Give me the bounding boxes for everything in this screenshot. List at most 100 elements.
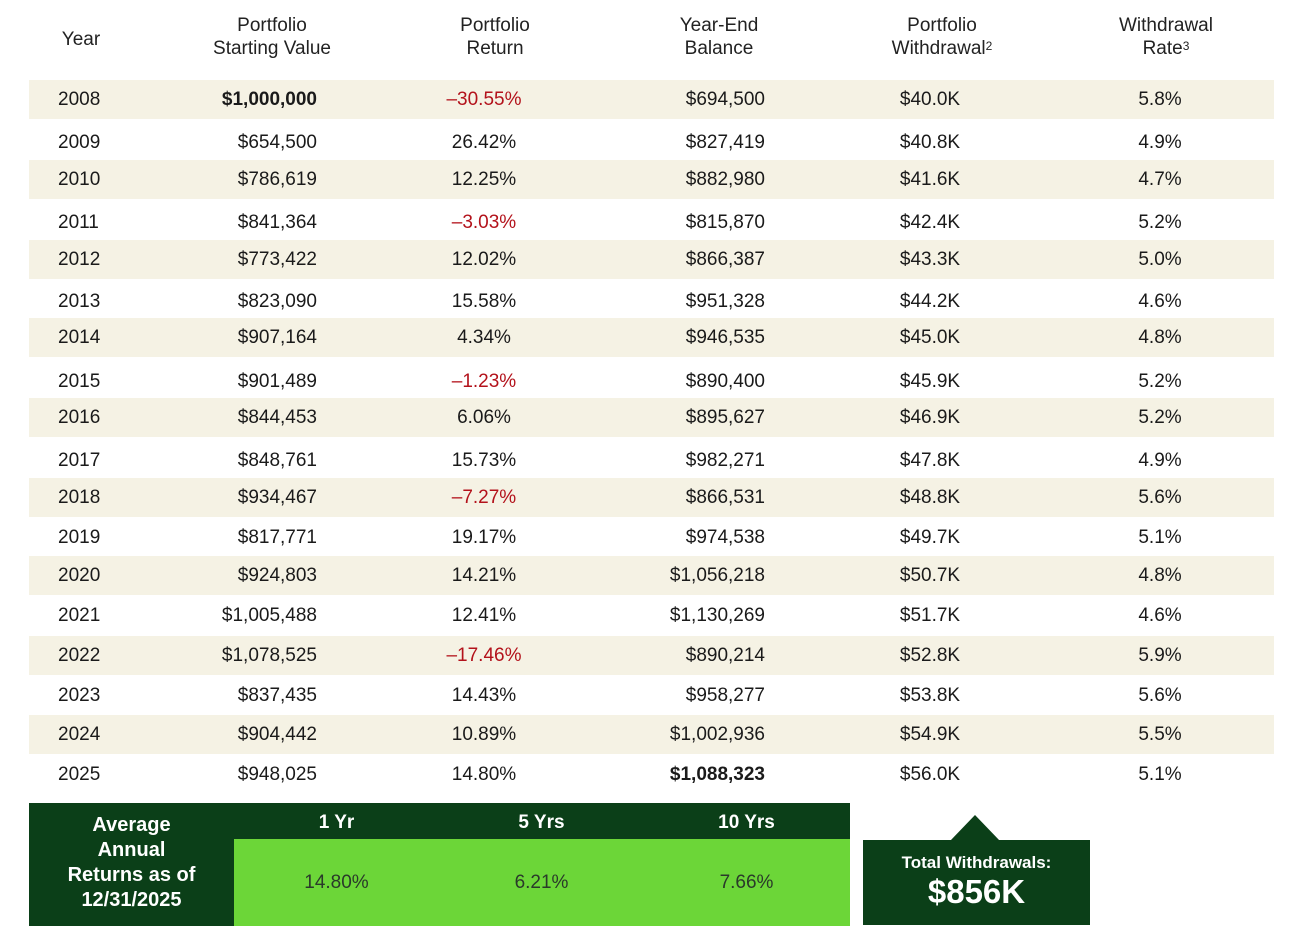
- cell-starting-value: $823,090: [237, 291, 317, 312]
- cell-portfolio-return: 4.34%: [457, 327, 511, 348]
- cell-year-end-balance: $974,538: [685, 527, 765, 548]
- cell-portfolio-return: 14.80%: [451, 764, 517, 785]
- cell-year: 2023: [58, 685, 101, 706]
- cell-withdrawal-rate: 5.1%: [1138, 527, 1182, 548]
- table-row: 2020 $924,803 14.21% $1,056,218 $50.7K 4.8%: [29, 556, 1274, 595]
- cell-year: 2024: [58, 724, 101, 745]
- cell-portfolio-withdrawal: $52.8K: [899, 645, 961, 666]
- cell-year-end-balance: $827,419: [685, 132, 765, 153]
- cell-year: 2012: [58, 249, 101, 270]
- cell-withdrawal-rate: 4.7%: [1138, 169, 1182, 190]
- cell-portfolio-return: 14.21%: [451, 565, 517, 586]
- total-withdrawals-value: $856K: [927, 873, 1026, 910]
- header-starting-value-line1: Portfolio: [237, 15, 307, 36]
- table-row: 2018 $934,467 –7.27% $866,531 $48.8K 5.6%: [29, 478, 1274, 517]
- cell-withdrawal-rate: 5.2%: [1138, 371, 1182, 392]
- avg-return-10yrs: 7.66%: [719, 872, 774, 893]
- cell-withdrawal-rate: 4.8%: [1138, 327, 1182, 348]
- header-portfolio-withdrawal-line1: Portfolio: [907, 15, 977, 36]
- header-withdrawal-rate: Withdrawal Rate3: [1086, 14, 1246, 60]
- avg-return-5yrs: 6.21%: [514, 872, 569, 893]
- header-portfolio-return-line1: Portfolio: [460, 15, 530, 36]
- header-withdrawal-rate-line2: Rate3: [1086, 37, 1246, 60]
- table-row: 2024 $904,442 10.89% $1,002,936 $54.9K 5.5%: [29, 715, 1274, 754]
- cell-year: 2021: [58, 605, 101, 626]
- average-returns-values: 14.80% 6.21% 7.66%: [234, 839, 850, 926]
- cell-portfolio-return: –30.55%: [446, 89, 522, 110]
- cell-withdrawal-rate: 5.8%: [1138, 89, 1182, 110]
- cell-portfolio-withdrawal: $40.8K: [899, 132, 961, 153]
- cell-withdrawal-rate: 5.9%: [1138, 645, 1182, 666]
- cell-withdrawal-rate: 4.6%: [1138, 605, 1182, 626]
- header-withdrawal-rate-line1: Withdrawal: [1119, 15, 1213, 36]
- cell-year-end-balance: $1,002,936: [669, 724, 765, 745]
- cell-portfolio-return: 10.89%: [451, 724, 517, 745]
- cell-year-end-balance: $866,387: [685, 249, 765, 270]
- header-portfolio-withdrawal-line2: Withdrawal2: [862, 37, 1022, 60]
- cell-portfolio-return: 14.43%: [451, 685, 517, 706]
- cell-starting-value: $948,025: [237, 764, 317, 785]
- cell-portfolio-withdrawal: $48.8K: [899, 487, 961, 508]
- cell-year-end-balance: $815,870: [685, 212, 765, 233]
- cell-withdrawal-rate: 5.2%: [1138, 212, 1182, 233]
- cell-portfolio-withdrawal: $47.8K: [899, 450, 961, 471]
- cell-year-end-balance: $890,214: [685, 645, 765, 666]
- cell-starting-value: $924,803: [237, 565, 317, 586]
- table-row: 2011 $841,364 –3.03% $815,870 $42.4K 5.2%: [29, 203, 1274, 242]
- header-year-label: Year: [61, 29, 101, 50]
- cell-withdrawal-rate: 5.0%: [1138, 249, 1182, 270]
- average-label-line3: Returns as of: [67, 864, 196, 886]
- cell-portfolio-withdrawal: $46.9K: [899, 407, 961, 428]
- cell-year-end-balance: $1,130,269: [669, 605, 765, 626]
- period-1yr: 1 Yr: [318, 812, 355, 833]
- cell-year-end-balance: $895,627: [685, 407, 765, 428]
- cell-portfolio-withdrawal: $45.9K: [899, 371, 961, 392]
- total-withdrawals-callout: Total Withdrawals: $856K: [863, 840, 1090, 925]
- cell-starting-value: $844,453: [237, 407, 317, 428]
- table-row: 2023 $837,435 14.43% $958,277 $53.8K 5.6%: [29, 676, 1274, 715]
- cell-withdrawal-rate: 5.6%: [1138, 685, 1182, 706]
- period-10yrs: 10 Yrs: [718, 812, 775, 833]
- cell-portfolio-return: 19.17%: [451, 527, 517, 548]
- average-returns-label: Average Annual Returns as of 12/31/2025: [29, 813, 234, 913]
- cell-portfolio-withdrawal: $54.9K: [899, 724, 961, 745]
- cell-year-end-balance: $882,980: [685, 169, 765, 190]
- cell-starting-value: $901,489: [237, 371, 317, 392]
- cell-starting-value: $934,467: [237, 487, 317, 508]
- table-row: 2008 $1,000,000 –30.55% $694,500 $40.0K 5.8%: [29, 80, 1274, 119]
- cell-portfolio-return: –17.46%: [446, 645, 522, 666]
- header-starting-value-line2: Starting Value: [213, 38, 331, 59]
- cell-portfolio-withdrawal: $40.0K: [899, 89, 961, 110]
- cell-year: 2008: [58, 89, 101, 110]
- table-row: 2025 $948,025 14.80% $1,088,323 $56.0K 5.1%: [29, 755, 1274, 794]
- header-year: Year: [58, 28, 104, 51]
- cell-portfolio-return: 12.25%: [451, 169, 517, 190]
- cell-portfolio-return: –7.27%: [451, 487, 517, 508]
- header-year-end-balance-line2: Balance: [684, 38, 754, 59]
- cell-year: 2022: [58, 645, 101, 666]
- cell-portfolio-return: –1.23%: [451, 371, 517, 392]
- cell-starting-value: $817,771: [237, 527, 317, 548]
- header-portfolio-return-line2: Return: [466, 38, 524, 59]
- cell-starting-value: $786,619: [237, 169, 317, 190]
- table-row: 2009 $654,500 26.42% $827,419 $40.8K 4.9%: [29, 123, 1274, 162]
- cell-portfolio-withdrawal: $50.7K: [899, 565, 961, 586]
- header-withdrawal-rate-text: Rate: [1142, 38, 1183, 59]
- cell-year: 2014: [58, 327, 101, 348]
- cell-starting-value: $904,442: [237, 724, 317, 745]
- table-row: 2014 $907,164 4.34% $946,535 $45.0K 4.8%: [29, 318, 1274, 357]
- cell-starting-value: $654,500: [237, 132, 317, 153]
- cell-year-end-balance: $1,088,323: [669, 764, 765, 785]
- average-label-line2: Annual: [97, 839, 166, 861]
- callout-pointer: [950, 815, 1000, 841]
- table-row: 2021 $1,005,488 12.41% $1,130,269 $51.7K 4.6%: [29, 596, 1274, 635]
- total-withdrawals-label: Total Withdrawals:: [901, 853, 1052, 872]
- header-portfolio-withdrawal: Portfolio Withdrawal2: [862, 14, 1022, 60]
- table-row: 2010 $786,619 12.25% $882,980 $41.6K 4.7%: [29, 160, 1274, 199]
- cell-portfolio-withdrawal: $42.4K: [899, 212, 961, 233]
- cell-year: 2009: [58, 132, 101, 153]
- cell-withdrawal-rate: 5.1%: [1138, 764, 1182, 785]
- cell-year: 2019: [58, 527, 101, 548]
- avg-return-1yr: 14.80%: [304, 872, 369, 893]
- cell-portfolio-return: 15.73%: [451, 450, 517, 471]
